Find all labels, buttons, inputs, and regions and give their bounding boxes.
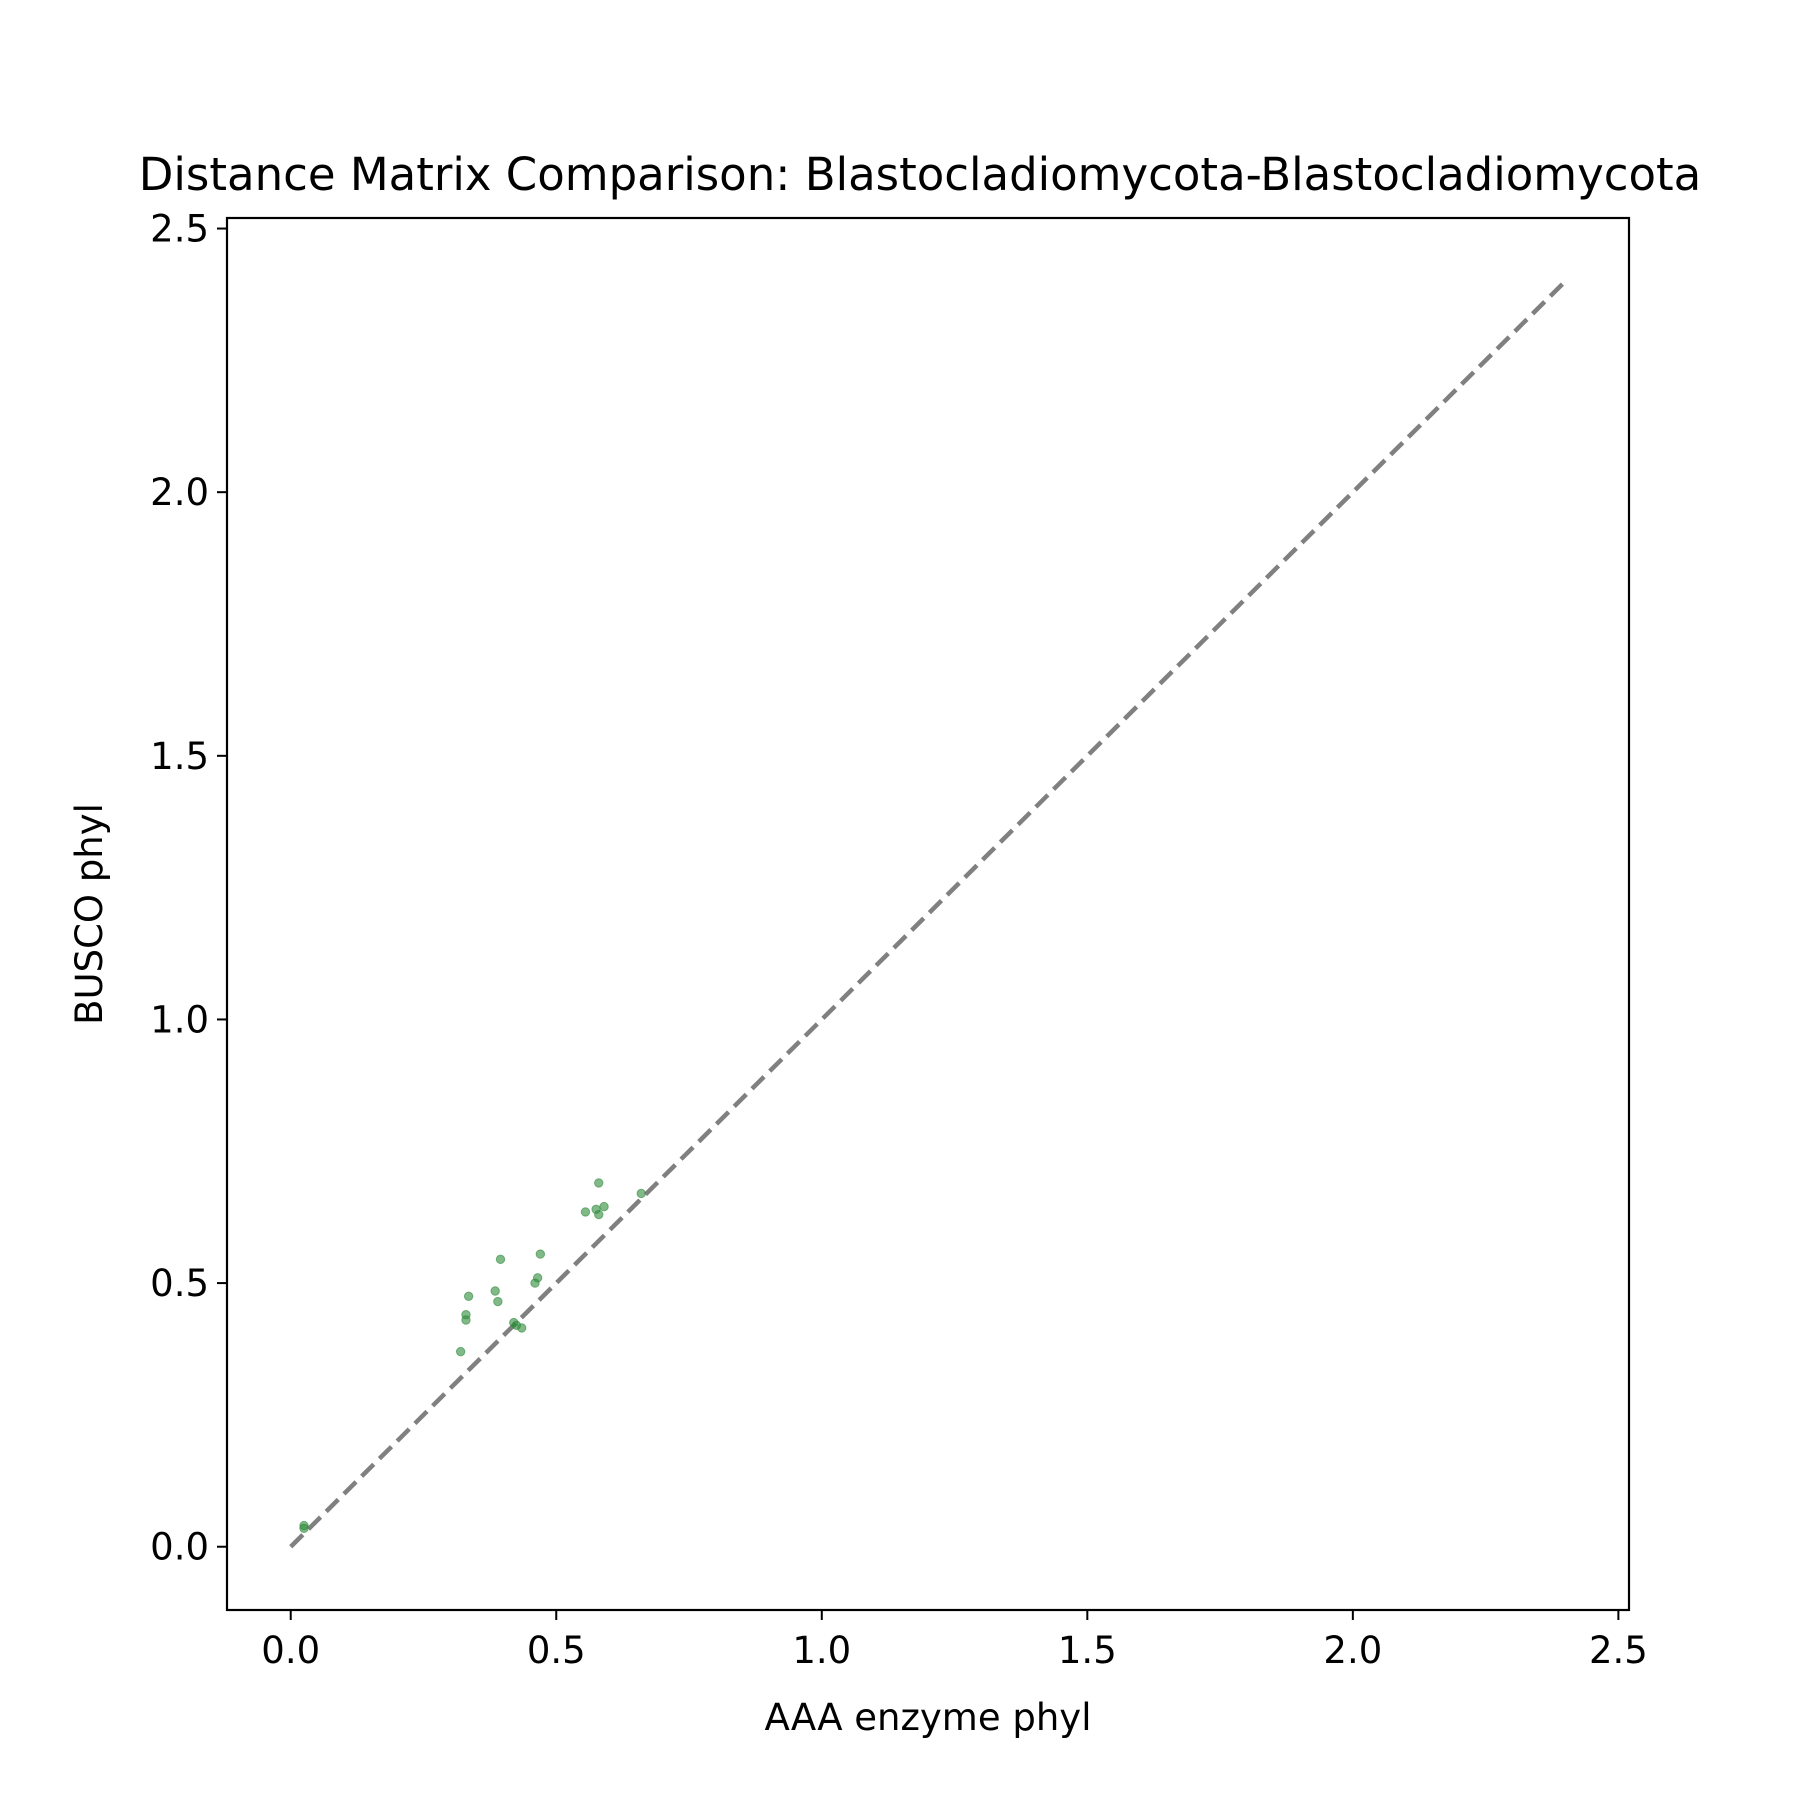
y-tick-label: 1.0 xyxy=(150,998,209,1041)
data-point xyxy=(580,1207,591,1217)
y-tick-label: 1.5 xyxy=(150,735,209,778)
data-point xyxy=(461,1310,471,1320)
data-point xyxy=(636,1188,646,1199)
data-point xyxy=(463,1291,474,1301)
y-tick-label: 2.5 xyxy=(150,208,209,251)
data-point xyxy=(455,1346,466,1357)
reference-line xyxy=(289,279,1567,1549)
data-point xyxy=(594,1209,604,1220)
y-tick-label: 2.0 xyxy=(150,471,209,514)
data-point xyxy=(594,1178,604,1188)
data-point xyxy=(493,1296,503,1307)
x-tick-label: 0.5 xyxy=(527,1629,586,1672)
data-point xyxy=(299,1523,309,1533)
x-tick-label: 1.5 xyxy=(1058,1629,1117,1672)
x-tick-label: 0.0 xyxy=(261,1629,320,1672)
x-tick-label: 1.0 xyxy=(792,1629,851,1672)
y-axis-label: BUSCO phyl xyxy=(68,803,111,1025)
reference-line-layer xyxy=(289,279,1567,1549)
x-tick-label: 2.5 xyxy=(1589,1629,1648,1672)
plot-frame xyxy=(225,216,1631,1612)
data-point xyxy=(495,1254,506,1265)
chart-title: Distance Matrix Comparison: Blastocladio… xyxy=(139,148,1701,201)
data-points-layer xyxy=(299,1178,646,1533)
y-tick-label: 0.0 xyxy=(150,1526,209,1569)
x-tick-label: 2.0 xyxy=(1323,1629,1382,1672)
data-point xyxy=(599,1201,609,1212)
y-axis: 0.0 0.5 1.0 1.5 2.0 2.5 xyxy=(150,208,227,1569)
data-point xyxy=(532,1273,543,1283)
data-point xyxy=(517,1323,527,1333)
data-point xyxy=(535,1249,546,1259)
x-axis: 0.0 0.5 1.0 1.5 2.0 2.5 xyxy=(261,1610,1648,1672)
x-axis-label: AAA enzyme phyl xyxy=(765,1696,1092,1739)
data-point xyxy=(490,1286,500,1296)
y-tick-label: 0.5 xyxy=(150,1262,209,1305)
